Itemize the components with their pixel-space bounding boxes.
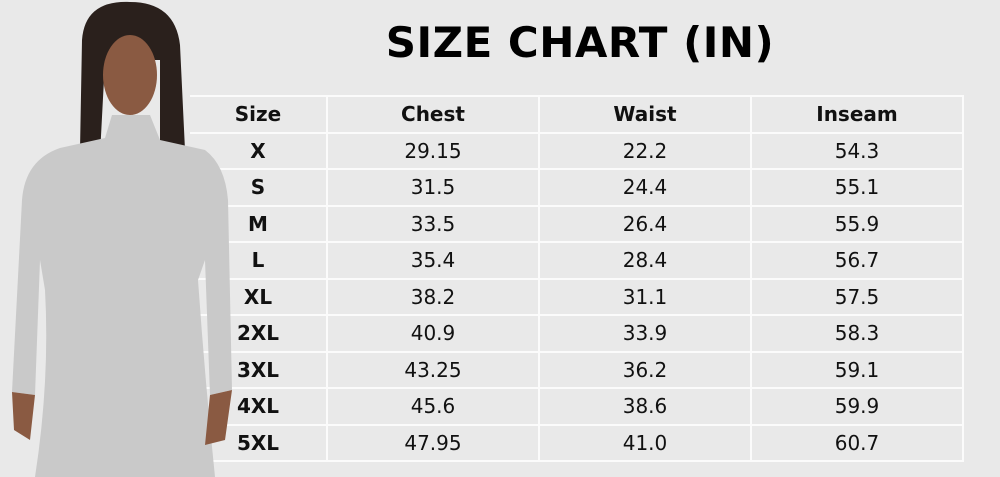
table-row: L 35.4 28.4 56.7 [190,241,964,280]
table-row: XL 38.2 31.1 57.5 [190,277,964,316]
table-header-row: Size Chest Waist Inseam [190,95,964,134]
cell-chest: 43.25 [326,350,540,389]
model-hair [80,1,185,156]
model-image [12,1,232,477]
cell-inseam: 59.9 [750,387,964,426]
cell-inseam: 56.7 [750,241,964,280]
cell-chest: 29.15 [326,131,540,170]
cell-chest: 35.4 [326,241,540,280]
cell-chest: 38.2 [326,277,540,316]
cell-inseam: 58.3 [750,314,964,353]
header-size: Size [190,95,328,134]
header-waist: Waist [538,95,752,134]
model-face [103,35,157,115]
table-row: S 31.5 24.4 55.1 [190,168,964,207]
table-row: 4XL 45.6 38.6 59.9 [190,387,964,426]
cell-inseam: 55.1 [750,168,964,207]
table-row: M 33.5 26.4 55.9 [190,204,964,243]
cell-inseam: 55.9 [750,204,964,243]
table-row: X 29.15 22.2 54.3 [190,131,964,170]
cell-chest: 33.5 [326,204,540,243]
table-row: 5XL 47.95 41.0 60.7 [190,423,964,462]
cell-waist: 41.0 [538,423,752,462]
cell-waist: 22.2 [538,131,752,170]
cell-waist: 31.1 [538,277,752,316]
cell-chest: 31.5 [326,168,540,207]
cell-waist: 24.4 [538,168,752,207]
cell-chest: 40.9 [326,314,540,353]
size-table: Size Chest Waist Inseam X 29.15 22.2 54.3 S 3… [190,95,964,462]
header-inseam: Inseam [750,95,964,134]
page-title: SIZE CHART (IN) [385,18,775,67]
cell-inseam: 57.5 [750,277,964,316]
cell-inseam: 60.7 [750,423,964,462]
table-row: 3XL 43.25 36.2 59.1 [190,350,964,389]
model-jumpsuit [12,115,232,477]
table-row: 2XL 40.9 33.9 58.3 [190,314,964,353]
cell-inseam: 54.3 [750,131,964,170]
cell-chest: 47.95 [326,423,540,462]
header-chest: Chest [326,95,540,134]
cell-waist: 38.6 [538,387,752,426]
cell-waist: 26.4 [538,204,752,243]
cell-waist: 28.4 [538,241,752,280]
cell-waist: 33.9 [538,314,752,353]
cell-chest: 45.6 [326,387,540,426]
model-hands [12,390,232,445]
cell-waist: 36.2 [538,350,752,389]
cell-inseam: 59.1 [750,350,964,389]
